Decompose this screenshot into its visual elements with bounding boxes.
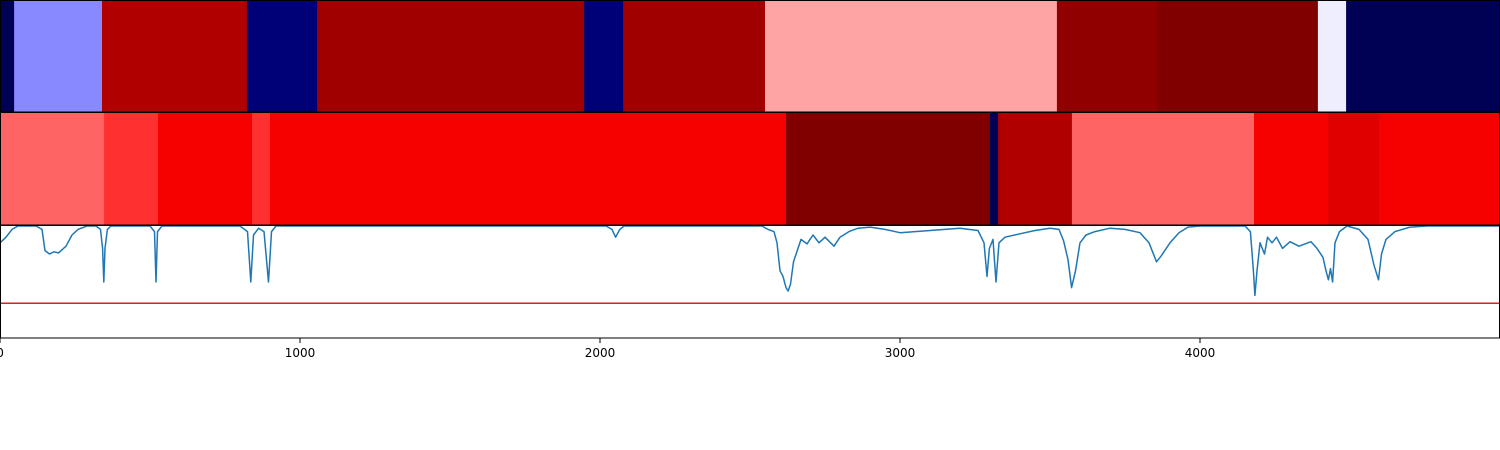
mid-strip-segment-4 [270, 113, 787, 225]
frame-line [0, 225, 1500, 339]
x-tick-label-2: 2000 [585, 346, 616, 360]
mid-strip-segment-1 [104, 113, 159, 225]
mid-strip-segment-6 [990, 113, 999, 225]
top-strip-segment-3 [246, 1, 318, 112]
top-strip-segment-5 [584, 1, 624, 112]
top-strip-segment-6 [623, 1, 766, 112]
top-strip-segment-1 [14, 1, 103, 112]
mid-strip-segment-10 [1328, 113, 1380, 225]
top-color-strip [0, 1, 1500, 112]
top-strip-segment-2 [102, 1, 248, 112]
x-tick-label-4: 4000 [1185, 346, 1216, 360]
mid-strip-segment-11 [1379, 113, 1500, 225]
top-strip-segment-10 [1317, 1, 1347, 112]
top-strip-segment-4 [317, 1, 585, 112]
x-axis: 0 1000 2000 3000 4000 [0, 338, 1215, 360]
top-strip-segment-7 [765, 1, 1058, 112]
line-plot-panel [0, 225, 1500, 305]
top-strip-segment-0 [0, 1, 15, 112]
signal-line [0, 225, 1500, 297]
mid-strip-segment-9 [1254, 113, 1329, 225]
middle-color-strip [0, 113, 1500, 225]
mid-strip-segment-7 [998, 113, 1073, 225]
mid-strip-segment-8 [1071, 113, 1255, 225]
mid-strip-segment-5 [786, 113, 991, 225]
mid-strip-segment-2 [158, 113, 253, 225]
mid-strip-segment-3 [252, 113, 271, 225]
mid-strip-segment-0 [0, 113, 105, 225]
x-tick-label-3: 3000 [885, 346, 916, 360]
top-strip-segment-9 [1157, 1, 1319, 112]
x-tick-label-0: 0 [0, 346, 4, 360]
top-strip-segment-8 [1056, 1, 1158, 112]
x-tick-label-1: 1000 [285, 346, 316, 360]
top-strip-segment-11 [1346, 1, 1500, 112]
